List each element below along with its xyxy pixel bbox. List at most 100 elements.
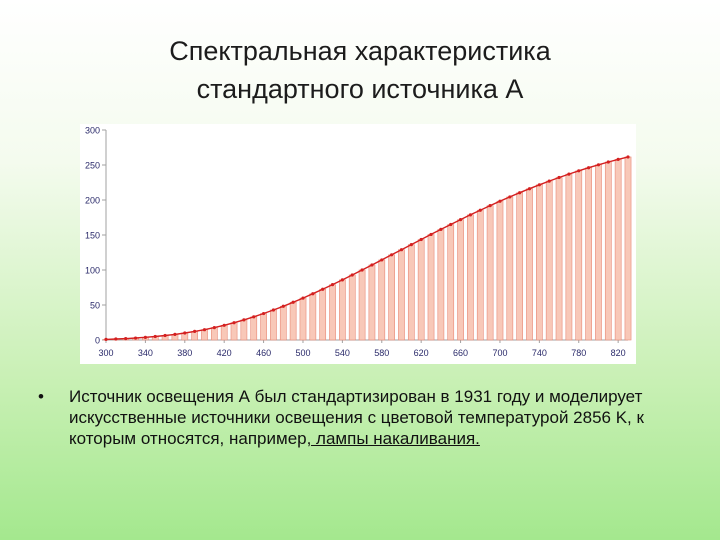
data-point (124, 337, 128, 341)
data-point (261, 311, 266, 316)
y-tick-label: 50 (90, 301, 100, 311)
data-point (557, 175, 561, 180)
chart-background (80, 124, 636, 364)
data-bar (457, 219, 464, 341)
data-point (350, 273, 354, 277)
data-bar (368, 264, 376, 341)
data-point (419, 237, 423, 242)
bullet-item: • Источник освещения А был стандартизиро… (38, 386, 678, 449)
data-bar (486, 205, 494, 341)
x-tick-label: 500 (295, 348, 310, 358)
y-tick-label: 150 (85, 231, 100, 241)
data-point (163, 333, 167, 338)
data-bar (575, 170, 583, 341)
title-line-1: Спектральная характеристика (169, 36, 551, 66)
data-bar (378, 259, 386, 341)
data-point (252, 315, 256, 319)
data-point (291, 300, 295, 304)
data-point (104, 337, 108, 341)
data-bar (496, 200, 504, 341)
data-bar (595, 164, 602, 341)
data-point (193, 329, 197, 333)
data-bar (407, 244, 415, 341)
data-point (488, 204, 492, 208)
data-bar (516, 192, 524, 341)
data-bar (417, 239, 425, 341)
data-bar (624, 156, 632, 341)
data-point (183, 331, 187, 335)
data-bar (210, 327, 218, 341)
data-point (596, 163, 601, 167)
data-bar (427, 234, 435, 341)
x-tick-label: 460 (256, 348, 271, 358)
y-tick-label: 200 (85, 196, 100, 206)
data-point (439, 227, 443, 231)
spectral-curve-line (105, 156, 629, 341)
bullet-text: Источник освещения А был стандартизирова… (69, 387, 644, 448)
data-point (133, 336, 138, 340)
data-bar (319, 288, 327, 341)
data-point (478, 208, 482, 212)
data-point (271, 308, 276, 312)
data-bar (506, 196, 514, 341)
data-bar (220, 325, 228, 341)
data-point (340, 278, 344, 282)
y-tick-label: 250 (85, 161, 100, 171)
data-bar (358, 269, 366, 341)
data-bar (585, 167, 592, 341)
x-tick-label: 380 (177, 348, 192, 358)
bullet-link[interactable]: , лампы накаливания. (306, 429, 480, 448)
data-point (449, 222, 453, 227)
data-point (360, 268, 364, 272)
data-point (577, 169, 581, 173)
x-tick-label: 820 (611, 348, 626, 358)
data-bar (614, 159, 622, 341)
data-point (606, 160, 610, 164)
data-point (330, 283, 335, 287)
x-tick-label: 660 (453, 348, 468, 358)
data-bar (476, 209, 484, 341)
x-tick-label: 540 (335, 348, 350, 358)
data-point (143, 335, 147, 339)
bullet-marker: • (38, 387, 44, 406)
data-point (537, 183, 541, 187)
x-tick-label: 300 (98, 348, 113, 358)
data-point (370, 263, 374, 267)
x-tick-label: 620 (414, 348, 429, 358)
data-bar (270, 309, 277, 341)
bullet-text-block: Источник освещения А был стандартизирова… (69, 386, 678, 449)
data-bar (467, 214, 474, 341)
data-point (616, 157, 620, 161)
data-point (232, 321, 236, 325)
data-bar (348, 274, 356, 341)
x-tick-label: 780 (571, 348, 586, 358)
data-point (390, 253, 394, 257)
data-point (242, 318, 246, 322)
data-bar (240, 319, 248, 341)
spectral-chart: 0 50 100 150 200 250 300 300 340 380 420 460 500 540 5… (80, 124, 636, 364)
data-bar (555, 177, 563, 341)
data-bar (289, 301, 297, 341)
title-line-2: стандартного источника А (196, 74, 524, 104)
data-point (527, 187, 532, 191)
data-bar (545, 180, 553, 341)
data-bar (329, 284, 336, 341)
data-point (301, 296, 305, 300)
data-point (468, 213, 473, 217)
data-bar (565, 173, 573, 341)
y-tick-label: 0 (95, 336, 100, 346)
chart-svg: 0 50 100 150 200 250 300 300 340 380 420 460 500 540 5… (80, 124, 636, 364)
data-point (458, 218, 463, 222)
data-bar (299, 297, 307, 341)
x-tick-label: 580 (374, 348, 389, 358)
x-tick-label: 700 (492, 348, 507, 358)
data-point (587, 166, 591, 170)
data-point (626, 155, 630, 159)
data-bar (339, 279, 346, 341)
data-bar (309, 293, 317, 341)
data-point (281, 304, 285, 308)
data-point (508, 195, 512, 199)
data-bar (230, 322, 238, 341)
data-bar (398, 249, 405, 341)
data-bar (536, 184, 543, 341)
